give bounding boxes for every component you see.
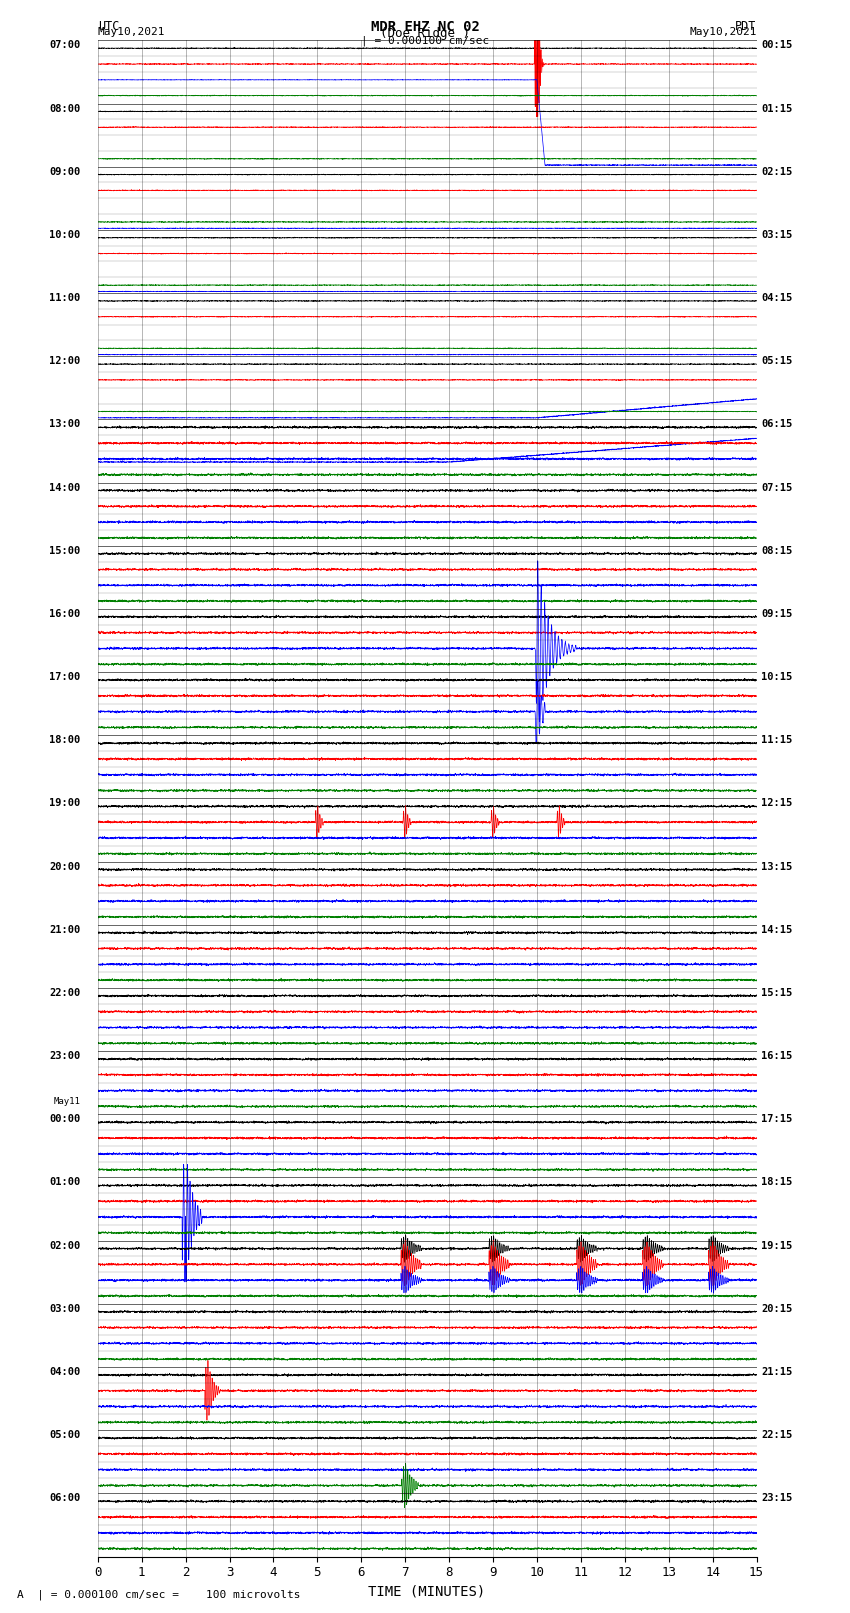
Text: 18:00: 18:00 (49, 736, 80, 745)
Text: 07:15: 07:15 (761, 482, 792, 492)
Text: May10,2021: May10,2021 (98, 27, 165, 37)
Text: 08:15: 08:15 (761, 545, 792, 556)
Text: 00:00: 00:00 (49, 1115, 80, 1124)
Text: 10:00: 10:00 (49, 231, 80, 240)
Text: 21:00: 21:00 (49, 924, 80, 936)
Text: 16:15: 16:15 (761, 1052, 792, 1061)
Text: | = 0.000100 cm/sec: | = 0.000100 cm/sec (361, 35, 489, 47)
Text: 21:15: 21:15 (761, 1368, 792, 1378)
Text: 20:15: 20:15 (761, 1303, 792, 1315)
Text: 00:15: 00:15 (761, 40, 792, 50)
Text: 17:15: 17:15 (761, 1115, 792, 1124)
Text: 06:15: 06:15 (761, 419, 792, 429)
X-axis label: TIME (MINUTES): TIME (MINUTES) (369, 1586, 485, 1598)
Text: UTC: UTC (98, 19, 119, 34)
Text: May11: May11 (54, 1097, 80, 1107)
Text: 14:00: 14:00 (49, 482, 80, 492)
Text: A  | = 0.000100 cm/sec =    100 microvolts: A | = 0.000100 cm/sec = 100 microvolts (17, 1589, 301, 1600)
Text: 15:15: 15:15 (761, 987, 792, 998)
Text: 13:00: 13:00 (49, 419, 80, 429)
Text: 22:00: 22:00 (49, 987, 80, 998)
Text: 22:15: 22:15 (761, 1431, 792, 1440)
Text: 12:15: 12:15 (761, 798, 792, 808)
Text: 09:00: 09:00 (49, 166, 80, 177)
Text: 17:00: 17:00 (49, 673, 80, 682)
Text: 15:00: 15:00 (49, 545, 80, 556)
Text: 13:15: 13:15 (761, 861, 792, 871)
Text: 18:15: 18:15 (761, 1177, 792, 1187)
Text: 02:15: 02:15 (761, 166, 792, 177)
Text: 04:15: 04:15 (761, 294, 792, 303)
Text: 14:15: 14:15 (761, 924, 792, 936)
Text: 19:15: 19:15 (761, 1240, 792, 1250)
Text: 11:15: 11:15 (761, 736, 792, 745)
Text: 02:00: 02:00 (49, 1240, 80, 1250)
Text: 07:00: 07:00 (49, 40, 80, 50)
Text: 11:00: 11:00 (49, 294, 80, 303)
Text: 23:00: 23:00 (49, 1052, 80, 1061)
Text: 05:15: 05:15 (761, 356, 792, 366)
Text: MDR EHZ NC 02: MDR EHZ NC 02 (371, 19, 479, 34)
Text: 01:15: 01:15 (761, 103, 792, 113)
Text: (Doe Ridge ): (Doe Ridge ) (380, 27, 470, 40)
Text: 05:00: 05:00 (49, 1431, 80, 1440)
Text: 12:00: 12:00 (49, 356, 80, 366)
Text: 08:00: 08:00 (49, 103, 80, 113)
Text: 04:00: 04:00 (49, 1368, 80, 1378)
Text: 20:00: 20:00 (49, 861, 80, 871)
Text: 01:00: 01:00 (49, 1177, 80, 1187)
Text: 16:00: 16:00 (49, 610, 80, 619)
Text: 09:15: 09:15 (761, 610, 792, 619)
Text: 23:15: 23:15 (761, 1494, 792, 1503)
Text: 03:00: 03:00 (49, 1303, 80, 1315)
Text: PDT: PDT (735, 19, 756, 34)
Text: May10,2021: May10,2021 (689, 27, 756, 37)
Text: 03:15: 03:15 (761, 231, 792, 240)
Text: 10:15: 10:15 (761, 673, 792, 682)
Text: 19:00: 19:00 (49, 798, 80, 808)
Text: 06:00: 06:00 (49, 1494, 80, 1503)
